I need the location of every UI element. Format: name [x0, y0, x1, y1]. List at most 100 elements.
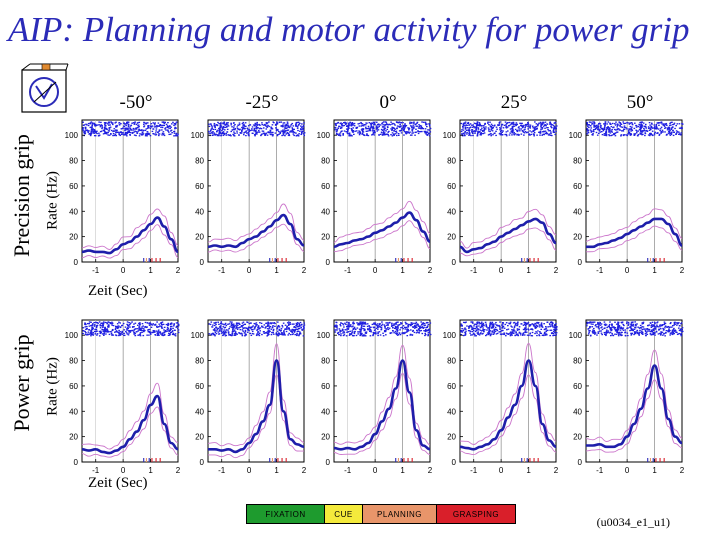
raster-spike [92, 323, 94, 325]
raster-spike [466, 133, 468, 135]
raster-spike [588, 331, 590, 333]
raster-spike [170, 123, 173, 125]
raster-spike [641, 322, 644, 324]
raster-spike [639, 125, 642, 128]
raster-spike [354, 328, 357, 331]
raster-spike [93, 135, 96, 137]
raster-spike [630, 323, 633, 325]
raster-spike [126, 133, 129, 135]
raster-spike [91, 327, 94, 329]
phase-fixation: FIXATION [247, 505, 325, 523]
raster-spike [362, 131, 365, 133]
raster-spike [289, 321, 291, 324]
x-tick-label: 0 [121, 266, 126, 275]
raster-spike [416, 329, 418, 331]
raster-spike [396, 127, 398, 129]
raster-spike [129, 330, 131, 332]
raster-spike [136, 122, 139, 124]
raster-spike [547, 128, 549, 131]
raster-spike [494, 132, 496, 134]
raster-spike [508, 124, 510, 127]
raster-spike [375, 324, 378, 326]
raster-spike [291, 128, 294, 130]
raster-spike [638, 334, 640, 336]
raster-spike [268, 324, 270, 326]
raster-spike [480, 332, 482, 334]
raster-spike [398, 130, 401, 132]
raster-spike [276, 321, 279, 323]
raster-spike [98, 330, 101, 333]
raster-spike [626, 128, 628, 130]
raster-spike [241, 131, 243, 133]
raster-spike [145, 134, 147, 136]
raster-spike [527, 122, 530, 124]
raster-spike [627, 323, 630, 325]
raster-spike [621, 331, 623, 334]
raster-spike [662, 334, 664, 336]
raster-spike [611, 323, 613, 325]
raster-spike [661, 123, 663, 125]
raster-spike [499, 130, 502, 133]
raster-spike [644, 333, 647, 335]
raster-spike [546, 133, 548, 135]
raster-spike [644, 329, 647, 332]
raster-spike [285, 133, 287, 135]
raster-spike [401, 332, 404, 334]
raster-spike [495, 130, 497, 132]
raster-spike [162, 323, 165, 326]
raster-spike [462, 123, 465, 126]
mean-rate-line [208, 359, 305, 454]
raster-spike [411, 134, 413, 136]
raster-spike [503, 333, 506, 336]
raster-spike [365, 323, 367, 325]
raster-spike [211, 126, 214, 128]
raster-spike [476, 321, 478, 324]
raster-spike [104, 131, 106, 133]
raster-spike [531, 125, 534, 128]
raster-spike [627, 327, 629, 329]
mean-rate-line [333, 359, 431, 451]
raster-spike [222, 323, 224, 325]
x-tick-label: -1 [218, 266, 226, 275]
raster-spike [619, 333, 622, 335]
raster-spike [360, 325, 363, 327]
raster-spike [488, 332, 491, 335]
raster-spike [659, 324, 662, 326]
raster-spike [486, 332, 489, 334]
variability-band-lower [585, 379, 683, 453]
raster-spike [649, 124, 651, 126]
raster-spike [215, 326, 217, 328]
raster-spike [523, 321, 526, 324]
raster-spike [113, 128, 116, 130]
raster-spike [371, 122, 374, 125]
raster-spike [124, 134, 126, 136]
raster-spike [553, 125, 556, 128]
raster-spike [394, 332, 397, 334]
raster-spike [488, 123, 490, 126]
raster-spike [518, 326, 521, 328]
raster-spike [158, 129, 161, 131]
raster-spike [657, 122, 659, 124]
raster-spike [416, 331, 419, 333]
raster-spike [381, 134, 384, 136]
raster-spike [87, 131, 90, 133]
raster-spike [495, 126, 498, 128]
y-tick-label: 40 [195, 407, 204, 416]
raster-spike [512, 125, 515, 127]
raster-spike [175, 132, 178, 135]
raster-spike [615, 121, 617, 123]
raster-spike [246, 321, 249, 323]
raster-spike [616, 131, 618, 133]
raster-spike [345, 325, 348, 328]
raster-spike [122, 132, 124, 134]
raster-spike [336, 133, 339, 135]
raster-spike [276, 134, 279, 137]
raster-spike [673, 329, 675, 331]
raster-spike [264, 134, 266, 137]
raster-spike [296, 127, 299, 129]
raster-spike [394, 128, 396, 130]
raster-spike [278, 121, 281, 123]
raster-spike [284, 131, 286, 133]
raster-spike [174, 128, 176, 130]
raster-spike [423, 326, 425, 329]
